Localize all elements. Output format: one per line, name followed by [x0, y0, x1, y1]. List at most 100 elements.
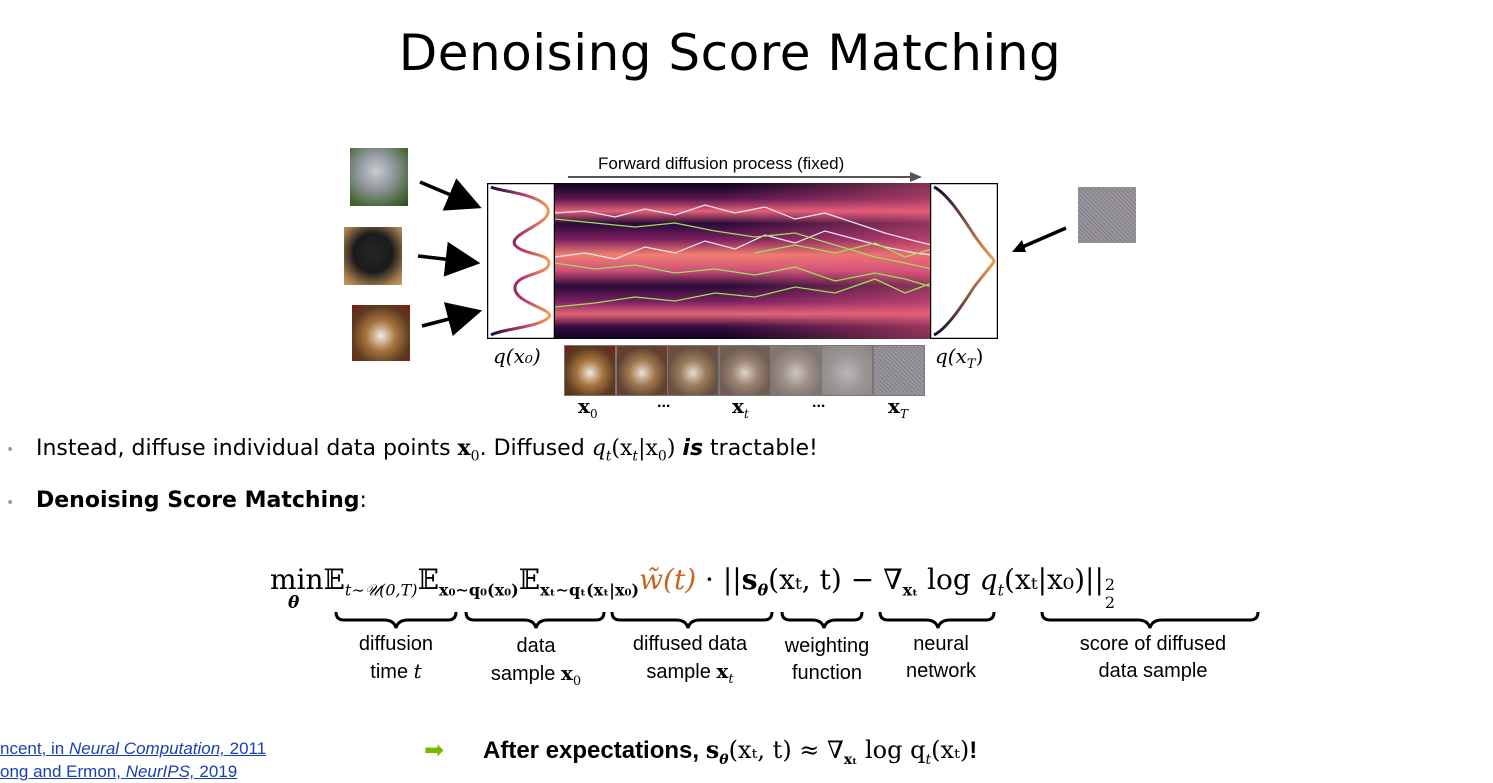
bullet-1-text-post: tractable!: [703, 436, 818, 461]
eq-norm-open: ||: [722, 563, 742, 596]
bullet-dot-1: •: [6, 442, 15, 458]
conclusion-math: sθ(xₜ, t) ≈ ∇xₜ log qt(xₜ): [705, 735, 970, 768]
eq-expectation-2-sub: x₀∼q₀(x₀): [438, 580, 519, 600]
arrow-2: [417, 241, 481, 277]
label-diffused-sample-l1: diffused data: [632, 633, 748, 655]
reference-link-2[interactable]: ong and Ermon, NeurIPS, 2019: [0, 762, 237, 782]
forward-diffusion-arrow: [568, 172, 922, 182]
label-diffused-sample-l2: sample xt: [618, 658, 762, 693]
eq-norm-sup: 2: [1104, 575, 1116, 594]
strip-image-2: [616, 345, 668, 396]
brace-diffusion-time: [334, 611, 458, 629]
eq-q-args: (xₜ|x₀): [1004, 563, 1086, 596]
reference-1-journal: Neural Computation,: [69, 739, 225, 758]
noise-arrow: [1012, 226, 1067, 252]
strip-image-5: [770, 345, 822, 396]
eq-expectation-1: 𝔼: [323, 563, 345, 596]
diffusion-paths: [555, 204, 932, 308]
eq-score-args: (xₜ, t): [768, 563, 842, 596]
brace-weighting: [780, 611, 864, 629]
strip-dots-2: ...: [812, 394, 826, 411]
bullet-1-math-x0: x0: [457, 435, 480, 464]
density-q-xT: [930, 183, 998, 339]
bullet-1: Instead, diffuse individual data points …: [36, 435, 818, 464]
reference-1-year: 2011: [224, 739, 267, 758]
label-data-sample: data sample x0: [476, 633, 596, 695]
conclusion-math-nabla-sub: xₜ: [843, 751, 858, 768]
bullet-1-math-q: qt(xt|x0): [592, 436, 676, 465]
bullet-1-math-q-open: (x: [611, 436, 633, 461]
eq-nabla: ∇: [883, 563, 903, 596]
arrow-3: [421, 302, 483, 337]
strip-label-xT-sub: T: [899, 407, 908, 421]
brace-neural-network: [878, 611, 996, 629]
bullet-1-math-x0-var: x: [457, 435, 471, 461]
eq-min-text: min: [270, 563, 324, 596]
bullet-1-math-q-xt-sub: t: [632, 448, 639, 465]
sample-image-cat-1: [350, 148, 408, 206]
forward-diffusion-label: Forward diffusion process (fixed): [598, 154, 845, 173]
label-score-l1: score of diffused: [1079, 633, 1227, 655]
label-data-sample-var: x: [560, 661, 573, 685]
label-q-xT: q(xT): [935, 344, 984, 372]
bullet-2-bold: Denoising Score Matching: [36, 488, 360, 513]
conclusion-line: After expectations, sθ(xₜ, t) ≈ ∇xₜ log …: [483, 735, 977, 768]
conclusion-math-approx: (xₜ, t) ≈ ∇: [728, 736, 844, 764]
conclusion-bang: !: [969, 737, 978, 764]
underbraces: [334, 611, 1260, 629]
eq-weighting: w̃(t): [639, 563, 697, 596]
conclusion-math-q-sub: t: [925, 751, 932, 768]
conclusion-math-s: s: [705, 735, 720, 764]
label-diffused-sample-l2-text: sample: [646, 661, 717, 683]
dsm-equation: min θ 𝔼t∼𝒰(0,T)𝔼x₀∼q₀(x₀)𝔼xₜ∼qₜ(xₜ|x₀)w̃…: [270, 563, 1118, 613]
strip-label-x0-sub: 0: [589, 407, 598, 421]
label-data-sample-l2: sample x0: [476, 660, 596, 695]
strip-label-x0: x0: [578, 394, 598, 421]
eq-log: log: [927, 563, 971, 596]
strip-label-x0-text: x: [578, 394, 590, 418]
eq-expectation-3-sub: xₜ∼qₜ(xₜ|x₀): [540, 580, 640, 600]
arrow-1: [419, 178, 482, 211]
eq-expectation-3: 𝔼: [518, 563, 541, 596]
label-diffusion-time: diffusion time t: [336, 631, 456, 686]
label-q-xT-text: q(x: [935, 344, 967, 368]
brace-score: [1040, 611, 1260, 629]
label-diffusion-time-var: t: [413, 659, 422, 683]
label-data-sample-l2-text: sample: [490, 663, 561, 685]
label-diffused-sample-var-sub: t: [728, 672, 734, 687]
bullet-1-math-q-close: ): [666, 436, 676, 461]
diffusion-heatmap: [555, 183, 932, 339]
conclusion-math-log: log q: [857, 736, 926, 764]
input-arrows: [417, 178, 483, 337]
label-diffusion-time-l2-text: time: [370, 661, 414, 683]
eq-score-s: s: [741, 563, 758, 596]
strip-image-1: [564, 345, 616, 396]
strip-label-xT-text: x: [888, 394, 900, 418]
bullet-1-is: is: [682, 436, 704, 461]
strip-label-xT: xT: [888, 394, 908, 421]
label-score: score of diffused data sample: [1060, 631, 1246, 685]
strip-image-3: [667, 345, 719, 396]
label-diffusion-time-l1: diffusion: [358, 633, 434, 655]
eq-min: min θ: [270, 563, 324, 613]
bullet-2-colon: :: [359, 488, 367, 513]
bullet-1-math-q-bar: |x: [638, 436, 658, 461]
strip-label-xt-sub: t: [743, 407, 749, 421]
label-weighting-l1: weighting: [784, 635, 870, 657]
sample-image-cat-3: [352, 305, 410, 361]
noise-image: [1078, 187, 1136, 243]
green-arrow-icon: ➡: [424, 736, 445, 764]
reference-link-1[interactable]: ncent, in Neural Computation, 2011: [0, 739, 266, 759]
bullet-1-text-pre: Instead, diffuse individual data points: [36, 436, 458, 461]
eq-min-theta: θ: [288, 593, 300, 613]
label-weighting-l2: function: [791, 662, 863, 684]
eq-expectation-1-sub: t∼𝒰(0,T): [344, 580, 418, 600]
reference-2-venue: NeurIPS,: [125, 762, 195, 781]
eq-minus: −: [850, 563, 875, 596]
label-data-sample-l1: data: [516, 635, 556, 657]
bullet-2: Denoising Score Matching:: [36, 488, 367, 513]
label-q-xT-sub: T: [966, 357, 976, 372]
eq-score-s-sub: θ: [757, 580, 769, 600]
eq-norm-sub: 2: [1104, 593, 1116, 612]
slide-title: Denoising Score Matching: [398, 24, 1062, 82]
